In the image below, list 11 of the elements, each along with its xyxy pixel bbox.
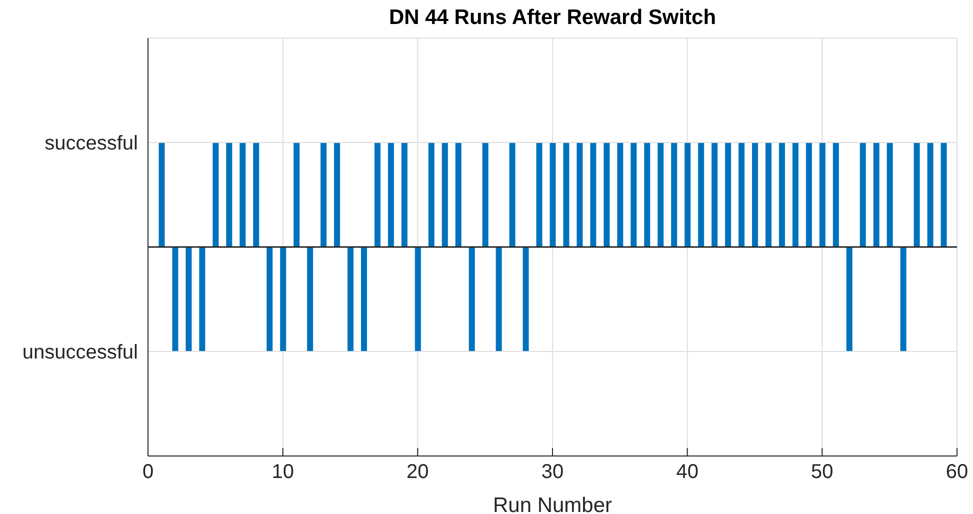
x-tick-label: 0 — [142, 461, 154, 484]
x-tick-label: 60 — [946, 461, 968, 484]
text: unsuccessful — [22, 342, 138, 364]
x-tick-label: 40 — [676, 461, 698, 484]
x-tick-label: 30 — [541, 461, 564, 484]
chart-title: DN 44 Runs After Reward Switch — [388, 6, 718, 30]
x-axis-title: Run Number — [492, 494, 612, 514]
text: successful — [44, 132, 138, 155]
x-tick-label: 50 — [811, 461, 834, 484]
x-tick-label: 10 — [272, 461, 294, 484]
x-tick-label: 20 — [406, 461, 429, 484]
